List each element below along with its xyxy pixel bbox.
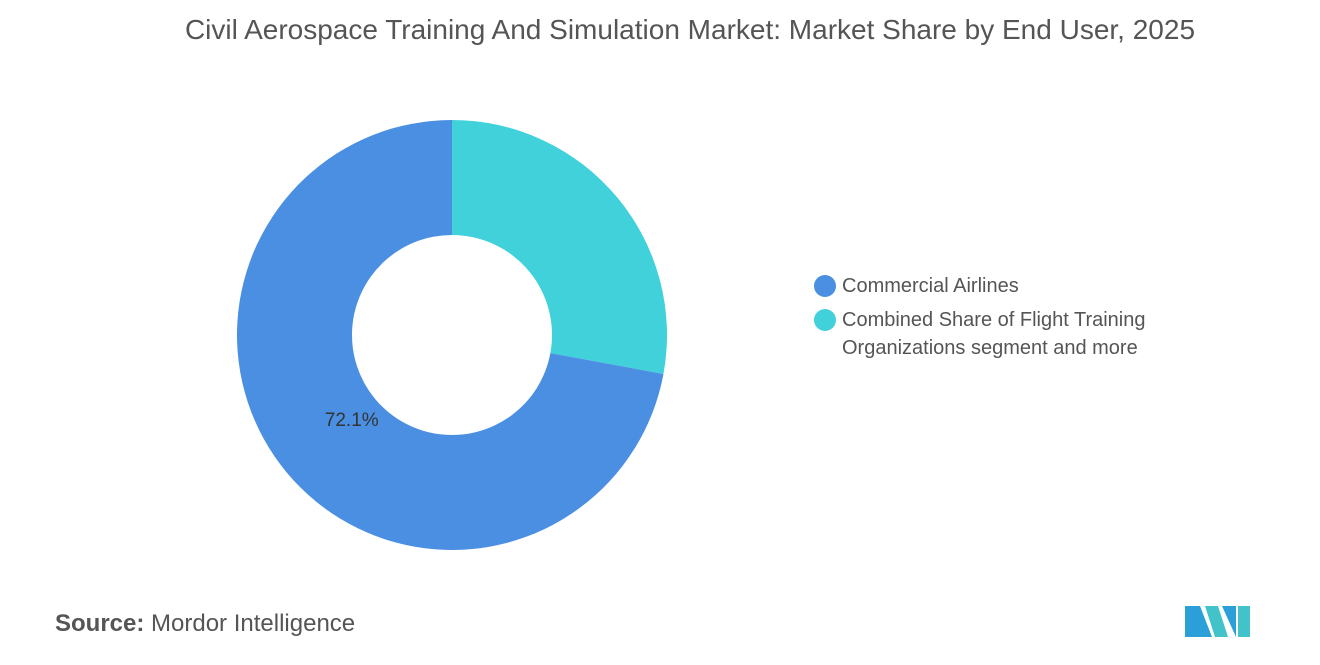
- legend: Commercial Airlines Combined Share of Fli…: [814, 272, 1194, 368]
- slice: [452, 120, 667, 374]
- source: Source: Mordor Intelligence: [55, 610, 355, 638]
- source-text: Mordor Intelligence: [151, 610, 356, 637]
- data-label: 72.1%: [325, 410, 379, 431]
- legend-label: Commercial Airlines: [842, 275, 1019, 297]
- legend-marker: [814, 309, 836, 331]
- source-label: Source:: [55, 610, 145, 637]
- slice: [237, 120, 664, 551]
- legend-item: Commercial Airlines: [814, 272, 1194, 300]
- legend-marker: [814, 275, 836, 297]
- legend-item: Combined Share of Flight Training Organi…: [814, 306, 1194, 362]
- logo: [1185, 606, 1250, 637]
- legend-label: Combined Share of Flight Training Organi…: [842, 309, 1146, 359]
- chart-title: Civil Aerospace Training And Simulation …: [184, 14, 1196, 45]
